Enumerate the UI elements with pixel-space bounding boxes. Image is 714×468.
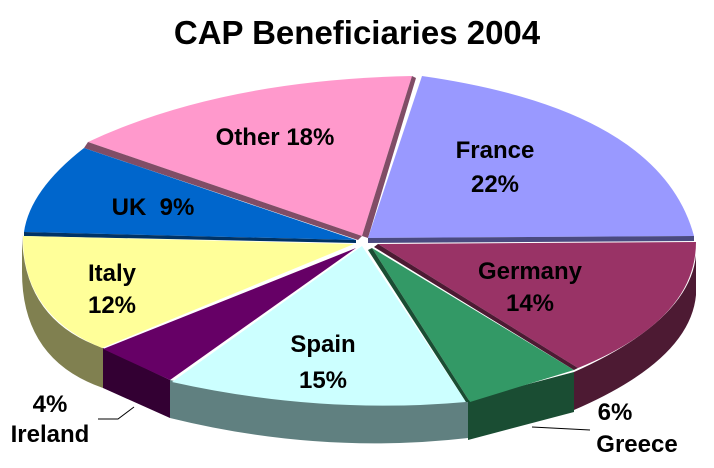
label-greece-name: Greece: [596, 431, 677, 458]
slice-spain[interactable]: [172, 246, 466, 406]
label-spain-name: Spain: [290, 331, 355, 358]
label-uk: UK 9%: [112, 194, 195, 221]
slice-uk[interactable]: [24, 148, 356, 240]
slice-greece-edge: [368, 248, 470, 402]
label-greece-pct: 6%: [598, 399, 633, 426]
slice-germany-edge: [374, 244, 578, 370]
slice-germany-side: [574, 255, 696, 410]
slice-spain-side: [170, 380, 468, 444]
slice-other-edge: [362, 76, 416, 238]
slice-other[interactable]: [88, 76, 412, 236]
ireland-leader-line: [98, 406, 135, 420]
slice-italy[interactable]: [22, 236, 355, 348]
label-italy-name: Italy: [88, 260, 137, 287]
slice-italy-side: [22, 232, 103, 388]
slice-uk-edge: [24, 232, 356, 243]
label-france-name: France: [456, 137, 535, 164]
greece-leader-line: [531, 426, 591, 431]
slice-germany[interactable]: [378, 242, 696, 368]
slice-greece-side: [468, 372, 574, 440]
chart-title: CAP Beneficiaries 2004: [173, 14, 541, 51]
label-other: Other 18%: [216, 124, 335, 151]
slice-greece[interactable]: [372, 248, 574, 402]
label-italy-pct: 12%: [88, 292, 136, 319]
label-ireland-name: Ireland: [11, 421, 90, 448]
label-germany-pct: 14%: [506, 290, 554, 317]
label-ireland-pct: 4%: [33, 391, 68, 418]
slice-france-edge: [368, 236, 694, 243]
slice-france[interactable]: [368, 76, 694, 238]
label-france-pct: 22%: [471, 171, 519, 198]
label-germany-name: Germany: [478, 258, 583, 285]
slice-other-edge2: [84, 142, 362, 240]
slice-ireland[interactable]: [103, 248, 356, 380]
slice-ireland-side: [103, 348, 170, 418]
label-spain-pct: 15%: [299, 367, 347, 394]
